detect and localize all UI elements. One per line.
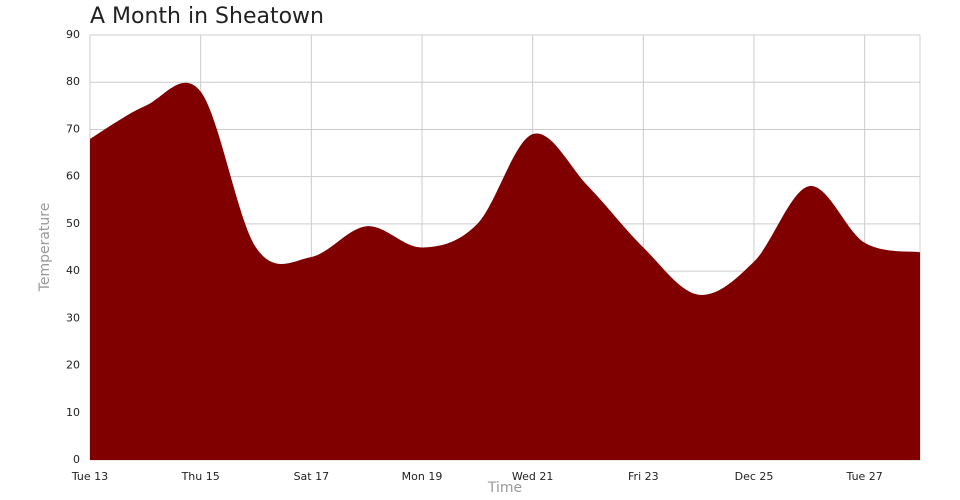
x-tick-label: Tue 13 — [71, 470, 108, 483]
x-tick-label: Sat 17 — [294, 470, 330, 483]
y-tick-label: 80 — [66, 75, 80, 88]
y-tick-label: 20 — [66, 359, 80, 372]
x-tick-label: Wed 21 — [512, 470, 553, 483]
area — [90, 82, 920, 460]
y-tick-label: 60 — [66, 170, 80, 183]
chart-title: A Month in Sheatown — [90, 4, 324, 29]
x-tick-label: Thu 15 — [181, 470, 220, 483]
y-tick-label: 70 — [66, 122, 80, 135]
y-tick-label: 10 — [66, 406, 80, 419]
y-tick-label: 0 — [73, 453, 80, 466]
x-axis-label: Time — [487, 480, 522, 496]
x-tick-label: Fri 23 — [628, 470, 659, 483]
y-axis-label: Temperature — [37, 203, 53, 293]
x-tick-label: Tue 27 — [846, 470, 883, 483]
x-tick-label: Mon 19 — [402, 470, 443, 483]
y-tick-label: 50 — [66, 217, 80, 230]
y-tick-label: 90 — [66, 28, 80, 41]
x-tick-label: Dec 25 — [735, 470, 774, 483]
y-tick-label: 40 — [66, 264, 80, 277]
y-tick-label: 30 — [66, 311, 80, 324]
